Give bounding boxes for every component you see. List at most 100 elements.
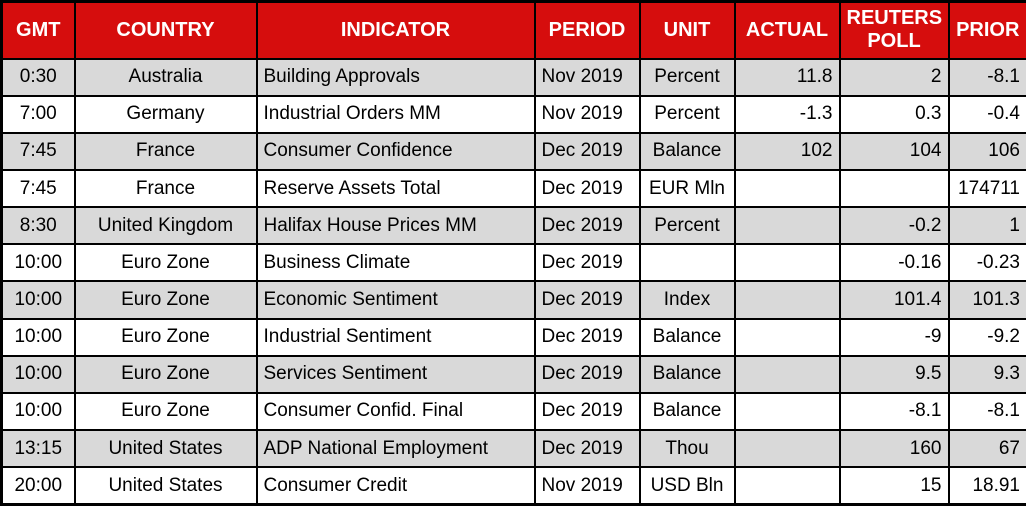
table-row: 8:30 United Kingdom Halifax House Prices M… — [0, 206, 1026, 246]
cell-gmt: 0:30 — [0, 57, 76, 97]
cell-indicator: Consumer Confidence — [255, 131, 536, 171]
cell-gmt: 7:00 — [0, 94, 76, 134]
column-header-prior: PRIOR — [947, 0, 1026, 60]
cell-unit: Percent — [638, 57, 736, 97]
cell-period: Dec 2019 — [533, 391, 641, 432]
cell-prior: -8.1 — [947, 57, 1026, 97]
table-row: 7:45 France Consumer Confidence Dec 2019 Bal… — [0, 131, 1026, 171]
cell-unit: USD Bln — [638, 466, 736, 506]
cell-indicator: Economic Sentiment — [255, 280, 536, 320]
cell-actual: -1.3 — [733, 94, 841, 134]
cell-prior: 101.3 — [947, 280, 1026, 320]
cell-unit: Balance — [638, 317, 736, 357]
table-row: 10:00 Euro Zone Services Sentiment Dec 2019… — [0, 354, 1026, 394]
cell-prior: -0.23 — [947, 243, 1026, 283]
cell-poll: 15 — [838, 466, 950, 506]
cell-prior: -9.2 — [947, 317, 1026, 357]
cell-unit: Balance — [638, 391, 736, 432]
cell-prior: 9.3 — [947, 354, 1026, 394]
cell-country: United States — [73, 466, 258, 506]
cell-poll: 2 — [838, 57, 950, 97]
cell-country: Euro Zone — [73, 280, 258, 320]
cell-unit: Balance — [638, 131, 736, 171]
cell-country: Australia — [73, 57, 258, 97]
cell-indicator: Halifax House Prices MM — [255, 206, 536, 246]
cell-unit: Thou — [638, 429, 736, 469]
cell-unit: Percent — [638, 206, 736, 246]
cell-indicator: Reserve Assets Total — [255, 168, 536, 209]
cell-poll: -0.2 — [838, 206, 950, 246]
table-row: 10:00 Euro Zone Industrial Sentiment Dec 20… — [0, 317, 1026, 357]
cell-poll: -8.1 — [838, 391, 950, 432]
cell-country: Euro Zone — [73, 243, 258, 283]
cell-indicator: Industrial Sentiment — [255, 317, 536, 357]
cell-prior: 67 — [947, 429, 1026, 469]
cell-country: Euro Zone — [73, 317, 258, 357]
cell-unit: Balance — [638, 354, 736, 394]
cell-prior: -8.1 — [947, 391, 1026, 432]
cell-poll: 0.3 — [838, 94, 950, 134]
cell-indicator: Industrial Orders MM — [255, 94, 536, 134]
cell-prior: 174711 — [947, 168, 1026, 209]
cell-gmt: 7:45 — [0, 168, 76, 209]
cell-country: Germany — [73, 94, 258, 134]
cell-unit — [638, 243, 736, 283]
cell-country: France — [73, 168, 258, 209]
cell-unit: Percent — [638, 94, 736, 134]
cell-actual — [733, 317, 841, 357]
cell-gmt: 10:00 — [0, 317, 76, 357]
cell-prior: 18.91 — [947, 466, 1026, 506]
cell-indicator: Consumer Credit — [255, 466, 536, 506]
cell-period: Dec 2019 — [533, 243, 641, 283]
cell-indicator: Consumer Confid. Final — [255, 391, 536, 432]
header-row: GMT COUNTRY INDICATOR PERIOD UNIT ACTUAL REUTE… — [0, 0, 1026, 60]
cell-country: Euro Zone — [73, 391, 258, 432]
cell-poll — [838, 168, 950, 209]
cell-indicator: Services Sentiment — [255, 354, 536, 394]
cell-poll: -0.16 — [838, 243, 950, 283]
cell-gmt: 7:45 — [0, 131, 76, 171]
cell-gmt: 8:30 — [0, 206, 76, 246]
column-header-gmt: GMT — [0, 0, 76, 60]
table-row: 7:00 Germany Industrial Orders MM Nov 2019 P… — [0, 94, 1026, 134]
cell-prior: 106 — [947, 131, 1026, 171]
cell-prior: -0.4 — [947, 94, 1026, 134]
cell-actual — [733, 429, 841, 469]
cell-actual — [733, 206, 841, 246]
cell-actual — [733, 391, 841, 432]
column-header-unit: UNIT — [638, 0, 736, 60]
cell-gmt: 13:15 — [0, 429, 76, 469]
cell-prior: 1 — [947, 206, 1026, 246]
column-header-country: COUNTRY — [73, 0, 258, 60]
table-row: 0:30 Australia Building Approvals Nov 2019 P… — [0, 57, 1026, 97]
cell-actual — [733, 280, 841, 320]
cell-actual — [733, 168, 841, 209]
column-header-indicator: INDICATOR — [255, 0, 536, 60]
table-header: GMT COUNTRY INDICATOR PERIOD UNIT ACTUAL REUTE… — [0, 0, 1026, 60]
cell-unit: EUR Mln — [638, 168, 736, 209]
table-row: 20:00 United States Consumer Credit Nov 201… — [0, 466, 1026, 506]
cell-country: United States — [73, 429, 258, 469]
cell-unit: Index — [638, 280, 736, 320]
cell-indicator: Building Approvals — [255, 57, 536, 97]
cell-actual — [733, 466, 841, 506]
table-body: 0:30 Australia Building Approvals Nov 2019 P… — [0, 57, 1026, 506]
column-header-poll: REUTERS POLL — [838, 0, 950, 60]
cell-indicator: Business Climate — [255, 243, 536, 283]
cell-country: Euro Zone — [73, 354, 258, 394]
cell-poll: 101.4 — [838, 280, 950, 320]
cell-period: Nov 2019 — [533, 57, 641, 97]
cell-period: Dec 2019 — [533, 317, 641, 357]
cell-country: United Kingdom — [73, 206, 258, 246]
cell-gmt: 10:00 — [0, 354, 76, 394]
cell-period: Dec 2019 — [533, 206, 641, 246]
cell-actual — [733, 243, 841, 283]
table-row: 10:00 Euro Zone Economic Sentiment Dec 2019… — [0, 280, 1026, 320]
cell-period: Dec 2019 — [533, 280, 641, 320]
cell-period: Dec 2019 — [533, 168, 641, 209]
cell-indicator: ADP National Employment — [255, 429, 536, 469]
cell-poll: -9 — [838, 317, 950, 357]
cell-period: Nov 2019 — [533, 466, 641, 506]
